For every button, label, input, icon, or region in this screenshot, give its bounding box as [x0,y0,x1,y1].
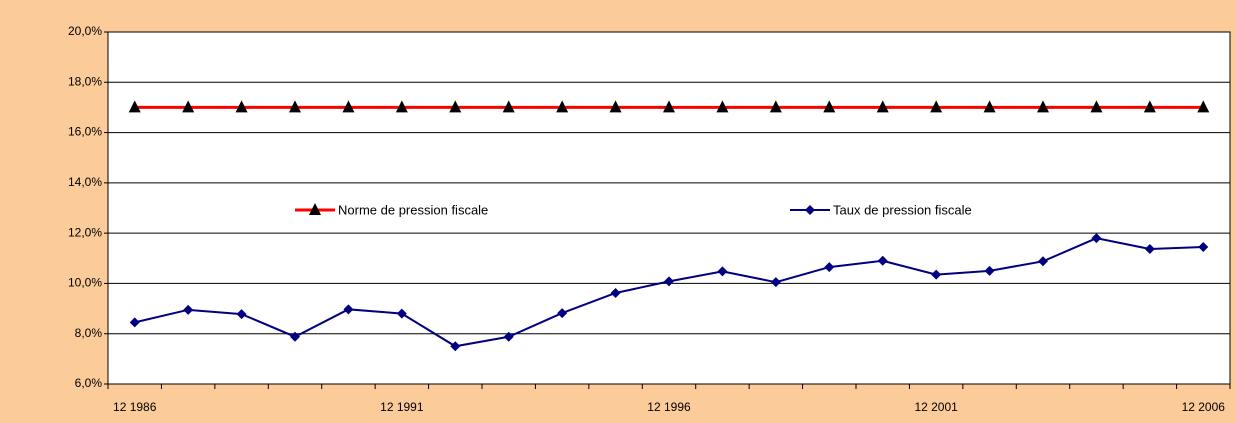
marker [876,100,889,113]
marker [984,265,995,276]
x-tick-label: 12 1996 [647,400,691,414]
marker [235,100,248,113]
y-tick-label: 12,0% [68,225,102,239]
marker [503,331,514,342]
marker [1091,233,1102,244]
marker [930,100,943,113]
plot-area [107,31,1231,385]
marker [342,100,355,113]
y-tick-label: 14,0% [68,175,102,189]
marker [557,308,568,319]
marker [236,309,247,320]
marker [182,100,195,113]
marker [663,100,675,113]
marker [823,100,836,113]
marker [1143,100,1156,113]
marker [877,255,888,266]
marker [502,100,515,113]
marker [128,100,141,113]
marker [449,100,462,113]
y-tick-label: 6,0% [75,376,103,390]
marker [450,341,461,352]
marker [716,100,729,113]
marker [1197,100,1210,113]
marker [1198,241,1209,252]
legend-marker [805,205,815,215]
legend-label: Norme de pression fiscale [338,202,488,217]
y-tick-label: 18,0% [68,74,102,88]
marker [343,304,354,315]
x-tick-label: 12 1991 [380,400,424,414]
marker [983,100,996,113]
marker [824,262,835,273]
y-tick-label: 8,0% [75,326,103,340]
marker [664,276,674,287]
marker [395,100,408,113]
marker [609,100,622,113]
marker [556,100,569,113]
x-tick-label: 12 2001 [914,400,958,414]
marker [1090,100,1103,113]
marker [1038,256,1048,267]
marker [717,266,728,277]
marker [129,317,140,328]
marker [931,269,942,280]
marker [290,331,300,342]
y-tick-label: 16,0% [68,125,102,139]
legend-label: Taux de pression fiscale [833,202,972,217]
marker [396,308,407,319]
marker [1037,100,1049,113]
x-tick-label: 12 2006 [1182,400,1226,414]
x-tick-label: 12 1986 [113,400,157,414]
y-tick-label: 10,0% [68,276,102,290]
marker [183,304,194,315]
marker [610,287,621,298]
marker [1144,243,1155,254]
y-tick-label: 20,0% [68,24,102,38]
legend-marker [309,203,321,215]
marker [770,277,781,288]
marker [289,100,301,113]
marker [769,100,782,113]
